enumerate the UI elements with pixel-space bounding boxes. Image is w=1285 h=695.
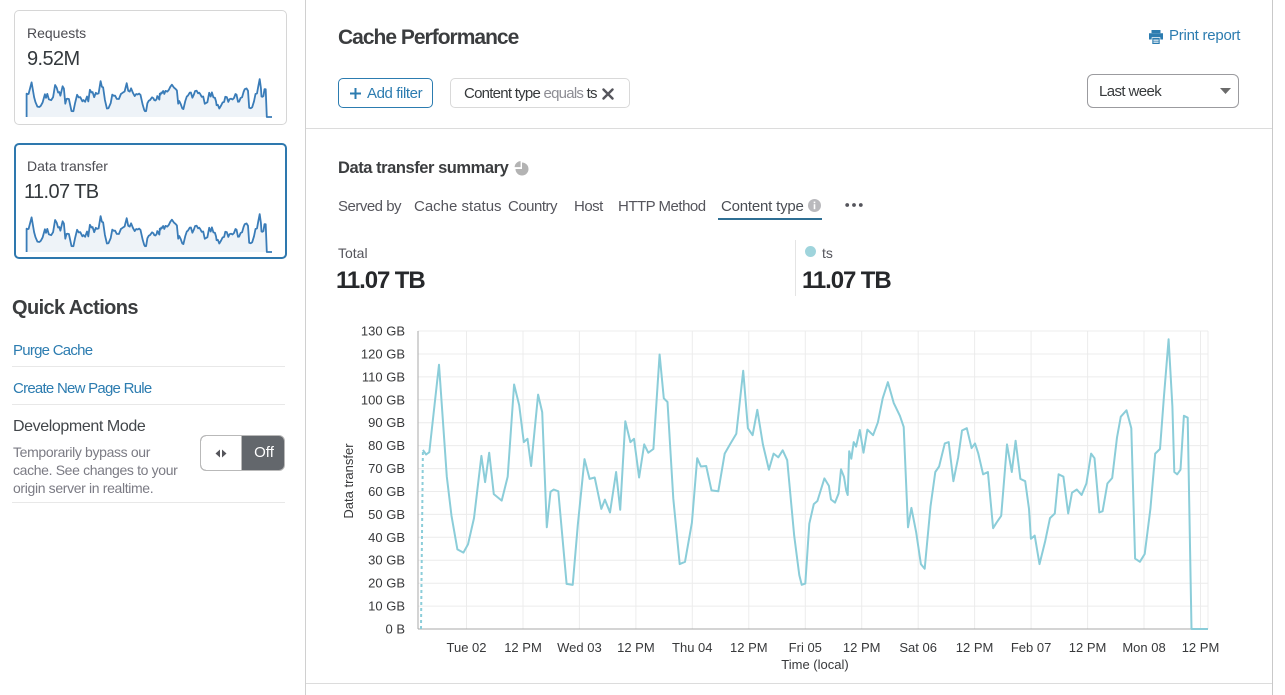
svg-text:100 GB: 100 GB — [361, 392, 405, 407]
svg-text:12 PM: 12 PM — [1069, 640, 1107, 655]
svg-text:30 GB: 30 GB — [368, 553, 405, 568]
svg-text:Thu 04: Thu 04 — [672, 640, 712, 655]
svg-text:Tue 02: Tue 02 — [447, 640, 487, 655]
svg-text:Mon 08: Mon 08 — [1122, 640, 1165, 655]
svg-text:Fri 05: Fri 05 — [789, 640, 822, 655]
svg-text:Time (local): Time (local) — [781, 657, 848, 672]
svg-text:70 GB: 70 GB — [368, 461, 405, 476]
svg-text:12 PM: 12 PM — [504, 640, 542, 655]
svg-text:40 GB: 40 GB — [368, 530, 405, 545]
svg-text:80 GB: 80 GB — [368, 438, 405, 453]
svg-text:12 PM: 12 PM — [1182, 640, 1220, 655]
svg-text:90 GB: 90 GB — [368, 415, 405, 430]
svg-text:110 GB: 110 GB — [362, 369, 405, 384]
svg-text:12 PM: 12 PM — [956, 640, 994, 655]
svg-text:Feb 07: Feb 07 — [1011, 640, 1051, 655]
svg-text:50 GB: 50 GB — [368, 507, 405, 522]
svg-text:Data transfer: Data transfer — [341, 443, 356, 519]
svg-text:0 B: 0 B — [385, 622, 405, 637]
svg-text:120 GB: 120 GB — [361, 347, 405, 362]
svg-text:20 GB: 20 GB — [368, 576, 405, 591]
svg-text:60 GB: 60 GB — [368, 484, 405, 499]
svg-text:10 GB: 10 GB — [368, 599, 405, 614]
svg-text:Wed 03: Wed 03 — [557, 640, 602, 655]
svg-text:12 PM: 12 PM — [617, 640, 655, 655]
svg-text:Sat 06: Sat 06 — [899, 640, 937, 655]
svg-text:130 GB: 130 GB — [361, 324, 405, 339]
svg-text:12 PM: 12 PM — [843, 640, 881, 655]
svg-text:12 PM: 12 PM — [730, 640, 768, 655]
